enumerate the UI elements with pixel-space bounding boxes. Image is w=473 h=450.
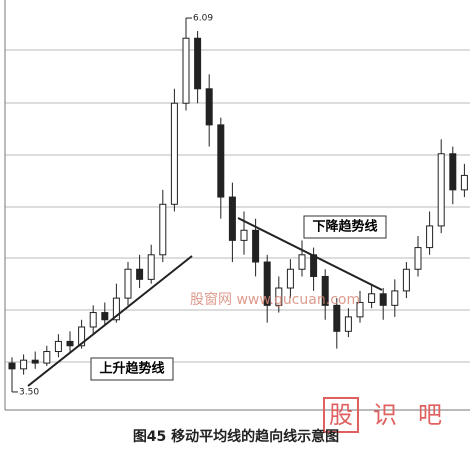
candle-body xyxy=(368,293,376,303)
candle-body xyxy=(228,196,236,241)
candle-body xyxy=(205,88,213,126)
candle-body xyxy=(182,37,190,104)
logo-char: 吧 xyxy=(418,401,442,429)
price-label: 6.09 xyxy=(193,14,213,24)
watermark: 股窗网 www.gucuan.com xyxy=(190,291,360,308)
candle-body xyxy=(112,297,120,321)
candle-body xyxy=(310,254,318,277)
candle-body xyxy=(54,340,62,353)
candle-body xyxy=(43,351,51,364)
candle-body xyxy=(449,153,457,191)
candle-body xyxy=(8,362,16,370)
grid xyxy=(5,49,470,363)
down-trend-line xyxy=(237,217,383,291)
candle-body xyxy=(170,102,178,205)
caption: 图45 移动平均线的趋向线示意图 xyxy=(133,428,339,445)
candle-body xyxy=(437,153,445,227)
candle-body xyxy=(20,359,28,370)
candle-body xyxy=(252,229,260,263)
candle-body xyxy=(263,261,271,306)
annotation-box xyxy=(90,357,174,381)
candles xyxy=(8,18,468,392)
price-label: 3.50 xyxy=(19,387,39,397)
candle-body xyxy=(391,290,399,306)
candle-body xyxy=(275,287,283,306)
candle-body xyxy=(66,340,74,347)
candle-body xyxy=(194,37,202,90)
annotation-box xyxy=(303,215,387,239)
candle-body xyxy=(124,268,132,299)
candle-body xyxy=(147,254,155,280)
up-trend-line xyxy=(27,255,193,387)
candle-body xyxy=(31,359,39,364)
candle-body xyxy=(101,312,109,321)
candle-body xyxy=(426,225,434,249)
candle-body xyxy=(321,275,329,306)
candle-body xyxy=(286,268,294,289)
candle-body xyxy=(414,247,422,270)
candle-body xyxy=(460,174,468,191)
candle-body xyxy=(217,124,225,198)
logo-char: 识 xyxy=(373,401,397,429)
candle-body xyxy=(78,326,86,347)
candle-body xyxy=(402,268,410,292)
candle-body xyxy=(136,268,144,280)
logo: 股 识 吧 xyxy=(323,397,442,433)
candle-body xyxy=(159,203,167,256)
candle-body xyxy=(240,229,248,241)
annotation: 下降趋势线 xyxy=(312,219,377,235)
candle-body xyxy=(298,254,306,270)
candle-body xyxy=(356,301,364,318)
candle-body xyxy=(344,316,352,332)
candle-body xyxy=(89,312,97,328)
logo-char: 股 xyxy=(329,401,353,429)
candle-body xyxy=(379,293,387,306)
annotation: 上升趋势线 xyxy=(99,361,164,377)
candle-body xyxy=(333,304,341,332)
